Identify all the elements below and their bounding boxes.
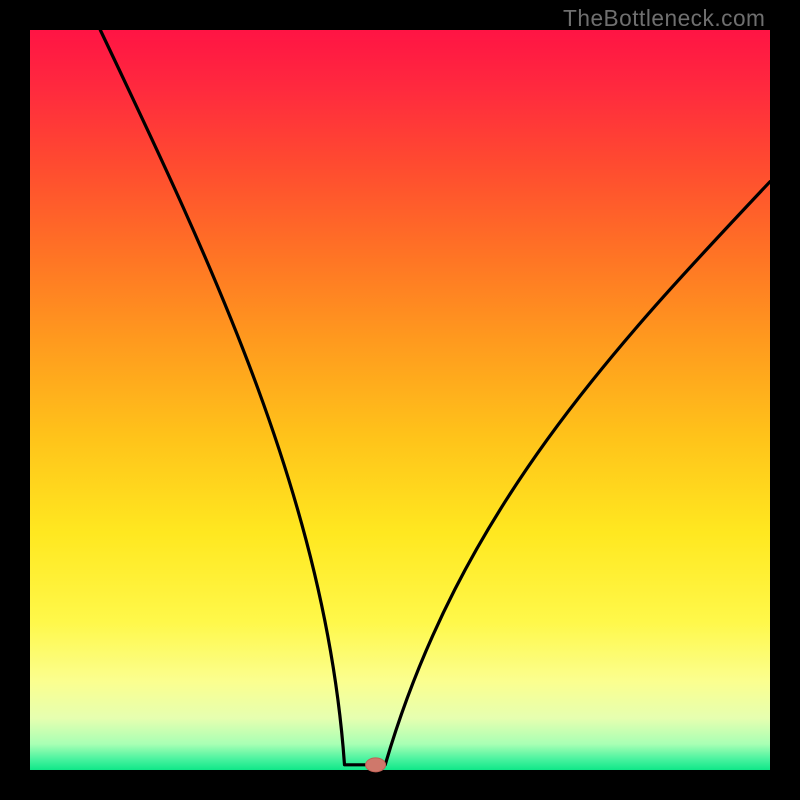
minimum-marker xyxy=(366,758,386,772)
outer-frame xyxy=(15,15,785,785)
watermark-text: TheBottleneck.com xyxy=(563,5,765,32)
chart-svg xyxy=(0,0,800,800)
stage: TheBottleneck.com xyxy=(0,0,800,800)
bottleneck-curve xyxy=(100,30,770,765)
